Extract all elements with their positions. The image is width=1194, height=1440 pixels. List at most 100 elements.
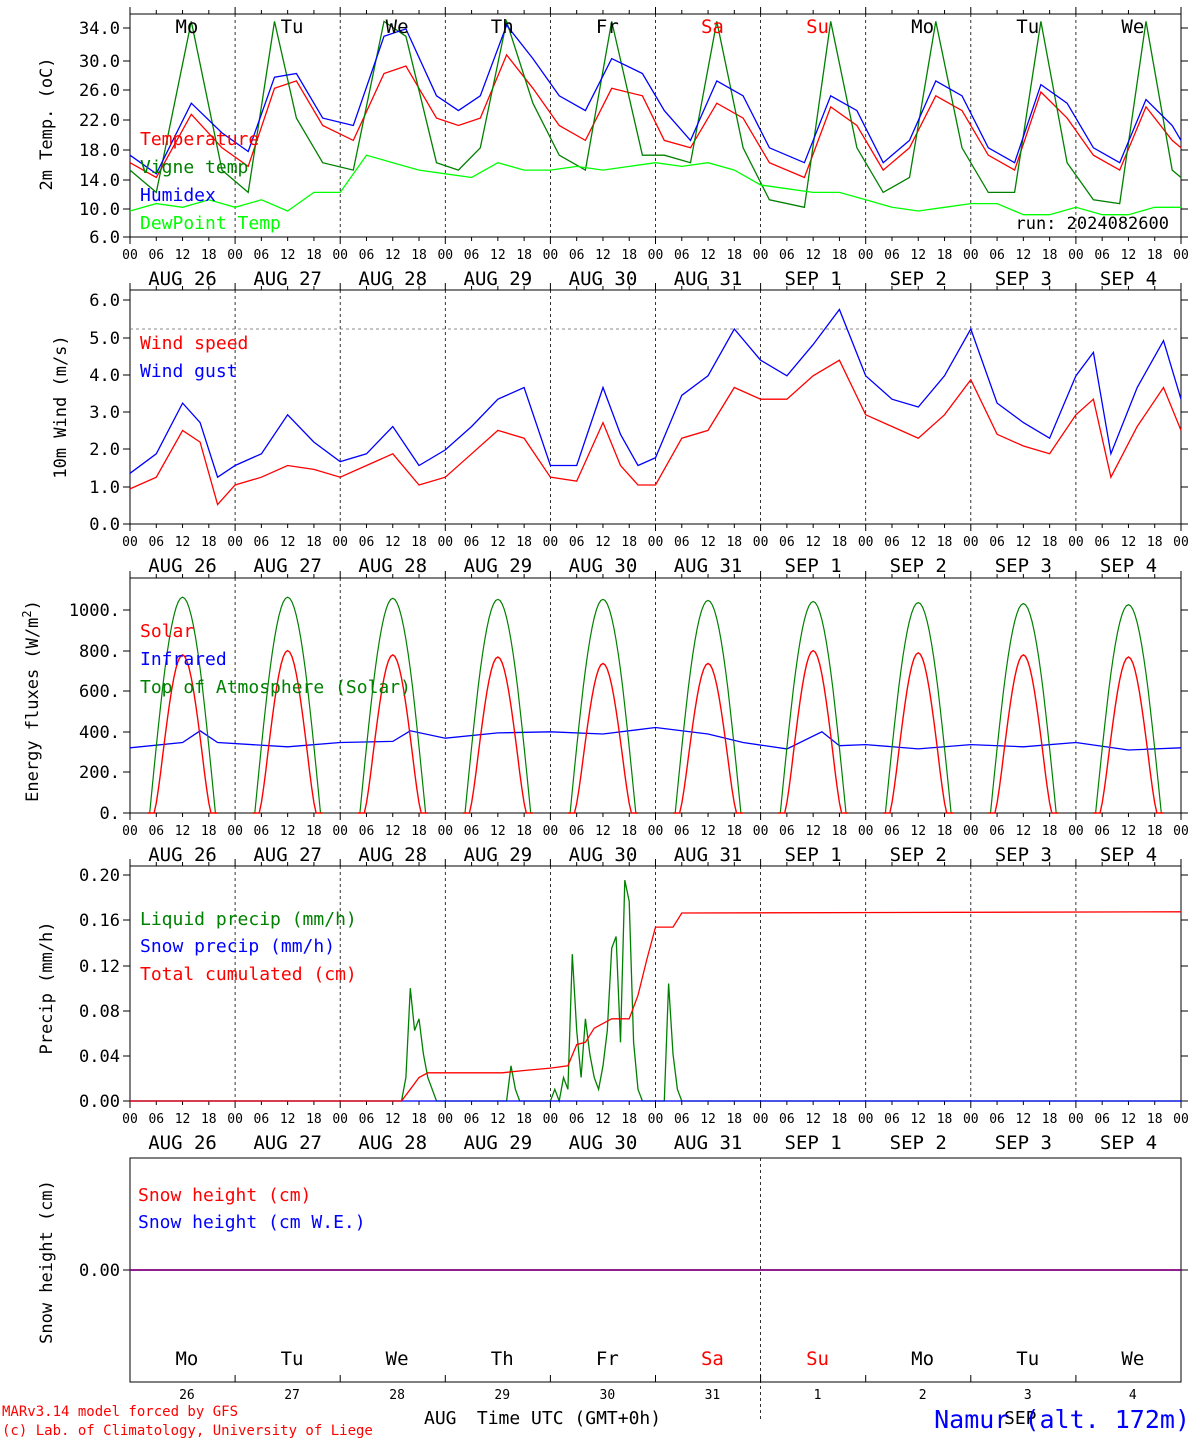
hour-label: 18 (1147, 535, 1163, 550)
date-label: SEP 1 (785, 555, 842, 577)
weekday-label: We (386, 1348, 409, 1370)
hour-label: 00 (753, 535, 769, 550)
y-tick-label: 6.0 (89, 228, 120, 248)
toa-curve (883, 601, 954, 814)
hour-label: 00 (543, 1112, 559, 1127)
hour-label: 12 (280, 824, 296, 839)
hour-label: 12 (595, 535, 611, 550)
hour-label: 06 (359, 1112, 375, 1127)
y-tick-label: 34.0 (79, 19, 120, 39)
hour-label: 00 (437, 824, 453, 839)
weekday-label: Sa (701, 1348, 724, 1370)
energy-legend-infrared: Infrared (140, 649, 227, 670)
day-number: 31 (705, 1388, 721, 1403)
y-tick-label: 2.0 (89, 440, 120, 460)
panel-temperature: 6.0 10.0 14.0 18.0 22.0 26.0 30.0 34.0 00 06 12 18 0… (37, 7, 1189, 290)
weekday-label: Tu (281, 16, 304, 38)
hour-label: 12 (1121, 535, 1137, 550)
day-number: 29 (494, 1388, 510, 1403)
y-tick-label: 0.12 (79, 957, 120, 977)
hour-label: 12 (910, 248, 926, 263)
hour-label: 12 (595, 824, 611, 839)
hour-label: 12 (175, 824, 191, 839)
day-number: 28 (389, 1388, 405, 1403)
series-line (130, 911, 1182, 1102)
date-label: SEP 3 (995, 844, 1052, 866)
weekday-label: Th (491, 1348, 514, 1370)
hour-label: 18 (306, 1112, 322, 1127)
hour-label: 18 (726, 1112, 742, 1127)
date-label: SEP 4 (1100, 268, 1157, 290)
hour-label: 00 (648, 1112, 664, 1127)
hour-label: 12 (910, 1112, 926, 1127)
hour-label: 06 (254, 1112, 270, 1127)
hour-label: 06 (884, 1112, 900, 1127)
panel-energy: 0. 200. 400. 600. 800. 1000. 00 06 12 18 00 06 12 18 0… (20, 571, 1189, 866)
toa-curve (357, 597, 428, 814)
hour-label: 06 (569, 824, 585, 839)
hour-label: 06 (569, 535, 585, 550)
weekday-label: Mo (911, 16, 934, 38)
date-label: AUG 31 (674, 268, 743, 290)
toa-curve (988, 602, 1059, 814)
y-tick-label: 0.04 (79, 1047, 120, 1067)
hour-label: 18 (306, 824, 322, 839)
hour-label: 00 (332, 535, 348, 550)
hour-label: 18 (621, 248, 637, 263)
weekday-label: Tu (1016, 16, 1039, 38)
station-name: Namur (alt. 172m) (934, 1405, 1190, 1434)
temp-legend-vigne: Vigne temp (140, 157, 248, 178)
hour-label: 00 (1068, 248, 1084, 263)
solar-curve (147, 654, 218, 814)
hour-label: 18 (1147, 248, 1163, 263)
date-label: AUG 27 (253, 844, 322, 866)
credit-line-2: (c) Lab. of Climatology, University of L… (2, 1423, 373, 1439)
day-number: 26 (179, 1388, 195, 1403)
precip-legend-cumul: Total cumulated (cm) (140, 964, 357, 985)
month-right: SEP (1004, 1408, 1037, 1429)
hour-label: 06 (1094, 248, 1110, 263)
date-label: SEP 1 (785, 268, 842, 290)
credit-line-1: MARv3.14 model forced by GFS (2, 1404, 238, 1420)
panel-snow: 0.00 Snow height (cm) Snow height (cm) S… (37, 1157, 1188, 1420)
hour-label: 06 (674, 824, 690, 839)
weekday-label: We (1121, 16, 1144, 38)
hour-label: 00 (1068, 1112, 1084, 1127)
hour-label: 18 (726, 248, 742, 263)
toa-curve (147, 596, 218, 814)
energy-legend-solar: Solar (140, 621, 194, 642)
hour-label: 06 (989, 535, 1005, 550)
hour-label: 12 (910, 535, 926, 550)
date-label: AUG 29 (464, 268, 533, 290)
weekday-label: Th (491, 16, 514, 38)
hour-label: 12 (1121, 824, 1137, 839)
solar-curve (252, 649, 323, 814)
hour-label: 00 (1173, 1112, 1189, 1127)
y-tick-label: 200. (79, 763, 120, 783)
hour-label: 00 (332, 824, 348, 839)
weekday-label: Tu (1016, 1348, 1039, 1370)
date-label: AUG 29 (464, 1132, 533, 1154)
hour-label: 00 (543, 535, 559, 550)
hour-label: 00 (227, 1112, 243, 1127)
date-label: AUG 30 (569, 1132, 638, 1154)
date-label: AUG 31 (674, 555, 743, 577)
weekday-label: Tu (281, 1348, 304, 1370)
temp-legend-temperature: Temperature (140, 129, 259, 150)
date-label: SEP 4 (1100, 1132, 1157, 1154)
hour-label: 06 (359, 824, 375, 839)
hour-label: 00 (753, 824, 769, 839)
series-line (129, 308, 1182, 479)
solar-curve (462, 656, 533, 814)
y-tick-label: 0. (100, 804, 120, 824)
date-label: AUG 26 (148, 1132, 217, 1154)
date-label: SEP 3 (995, 1132, 1052, 1154)
run-label: run: 2024082600 (1015, 214, 1169, 234)
temp-series (129, 18, 1182, 216)
hour-label: 18 (726, 824, 742, 839)
hour-label: 18 (201, 535, 217, 550)
hour-label: 06 (148, 1112, 164, 1127)
y-tick-label: 0.16 (79, 911, 120, 931)
hour-label: 00 (858, 824, 874, 839)
date-label: SEP 4 (1100, 555, 1157, 577)
